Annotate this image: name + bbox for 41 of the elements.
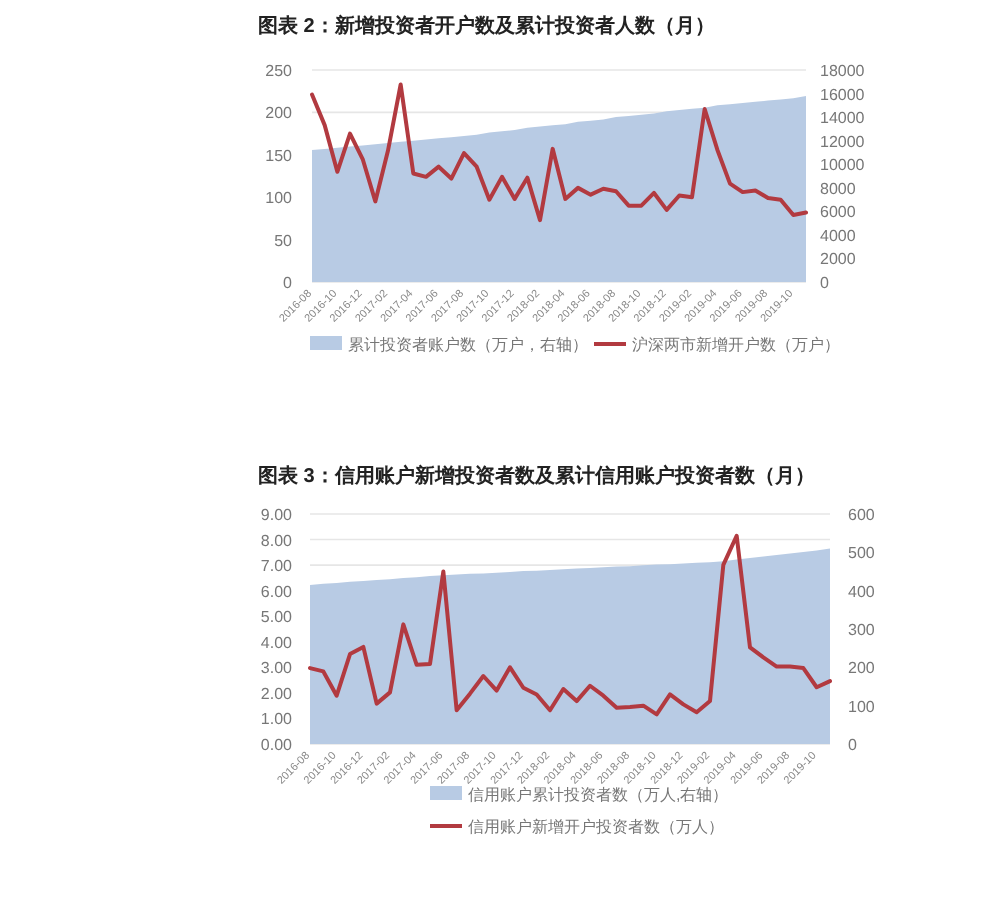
y2-tick-label: 400 [848,582,876,601]
legend-label: 信用账户累计投资者数（万人,右轴） [468,786,729,804]
chart-title: 图表 2：新增投资者开户数及累计投资者人数（月） [258,14,715,38]
y2-tick-label: 500 [848,544,876,563]
y2-tick-label: 2000 [820,250,857,269]
line-series [310,82,808,223]
y2-tick-label: 100 [848,697,876,716]
y-tick-label: 0 [283,274,294,292]
legend-label: 沪深两市新增开户数（万户） [632,336,840,354]
y-tick-label: 200 [265,104,294,123]
y-tick-label: 3.00 [260,659,294,678]
chart-title: 图表 3：信用账户新增投资者数及累计信用账户投资者数（月） [258,464,815,488]
y-tick-label: 0.00 [260,736,294,754]
legend-label: 累计投资者账户数（万户，右轴） [348,336,588,354]
y-tick-label: 100 [265,189,294,208]
y-tick-label: 7.00 [260,557,294,576]
y2-tick-label: 300 [848,621,876,639]
y-tick-label: 250 [265,62,294,80]
y-tick-label: 2.00 [260,684,294,703]
y2-tick-label: 0 [820,274,830,292]
y2-tick-label: 18000 [820,62,866,80]
y2-tick-label: 200 [848,659,876,678]
y2-tick-label: 4000 [820,226,857,245]
y2-tick-label: 6000 [820,203,857,222]
legend-label: 信用账户新增开户投资者数（万人） [468,818,724,836]
y-tick-label: 50 [274,231,294,250]
y2-tick-label: 8000 [820,179,857,198]
y-tick-label: 6.00 [260,582,294,601]
y2-tick-label: 600 [848,506,876,524]
y2-tick-label: 16000 [820,85,866,104]
y2-tick-label: 10000 [820,156,866,175]
y2-tick-label: 12000 [820,132,866,151]
y-tick-label: 5.00 [260,608,294,627]
y-tick-label: 150 [265,146,294,165]
y-tick-label: 4.00 [260,633,294,652]
y-tick-label: 9.00 [260,506,294,524]
y-tick-label: 1.00 [260,710,294,729]
y2-tick-label: 14000 [820,109,866,128]
y2-tick-label: 0 [848,736,858,754]
y-tick-label: 8.00 [260,531,294,550]
line-series [308,533,832,717]
